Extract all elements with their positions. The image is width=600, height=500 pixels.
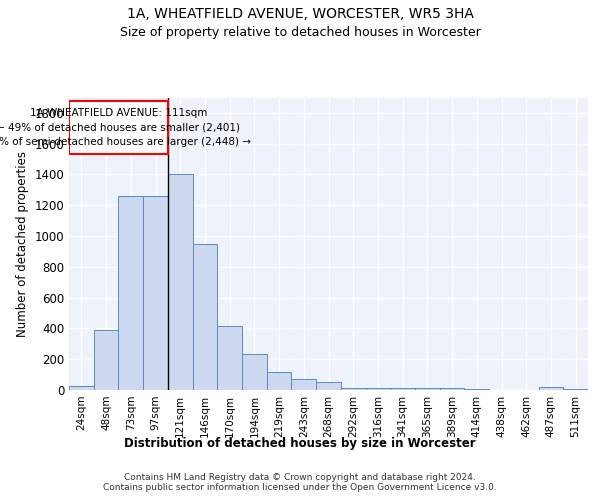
- Bar: [292, 379, 316, 390]
- Bar: [193, 244, 217, 390]
- Bar: [94, 330, 118, 390]
- Text: 1A, WHEATFIELD AVENUE, WORCESTER, WR5 3HA: 1A, WHEATFIELD AVENUE, WORCESTER, WR5 3H…: [127, 8, 473, 22]
- Bar: [341, 388, 365, 390]
- Bar: [365, 388, 390, 390]
- Text: Distribution of detached houses by size in Worcester: Distribution of detached houses by size …: [124, 438, 476, 450]
- Bar: [217, 326, 242, 390]
- Bar: [168, 174, 193, 390]
- Text: Size of property relative to detached houses in Worcester: Size of property relative to detached ho…: [119, 26, 481, 39]
- Bar: [242, 354, 267, 390]
- Bar: [316, 382, 341, 390]
- Bar: [563, 389, 588, 390]
- FancyBboxPatch shape: [69, 100, 168, 154]
- Bar: [440, 388, 464, 390]
- Bar: [267, 372, 292, 390]
- Bar: [69, 386, 94, 390]
- Bar: [415, 388, 440, 390]
- Bar: [539, 387, 563, 390]
- Bar: [464, 389, 489, 390]
- Text: Contains HM Land Registry data © Crown copyright and database right 2024.
Contai: Contains HM Land Registry data © Crown c…: [103, 472, 497, 492]
- Text: 1A WHEATFIELD AVENUE: 111sqm
← 49% of detached houses are smaller (2,401)
50% of: 1A WHEATFIELD AVENUE: 111sqm ← 49% of de…: [0, 108, 251, 148]
- Bar: [143, 196, 168, 390]
- Bar: [390, 388, 415, 390]
- Y-axis label: Number of detached properties: Number of detached properties: [16, 151, 29, 337]
- Bar: [118, 196, 143, 390]
